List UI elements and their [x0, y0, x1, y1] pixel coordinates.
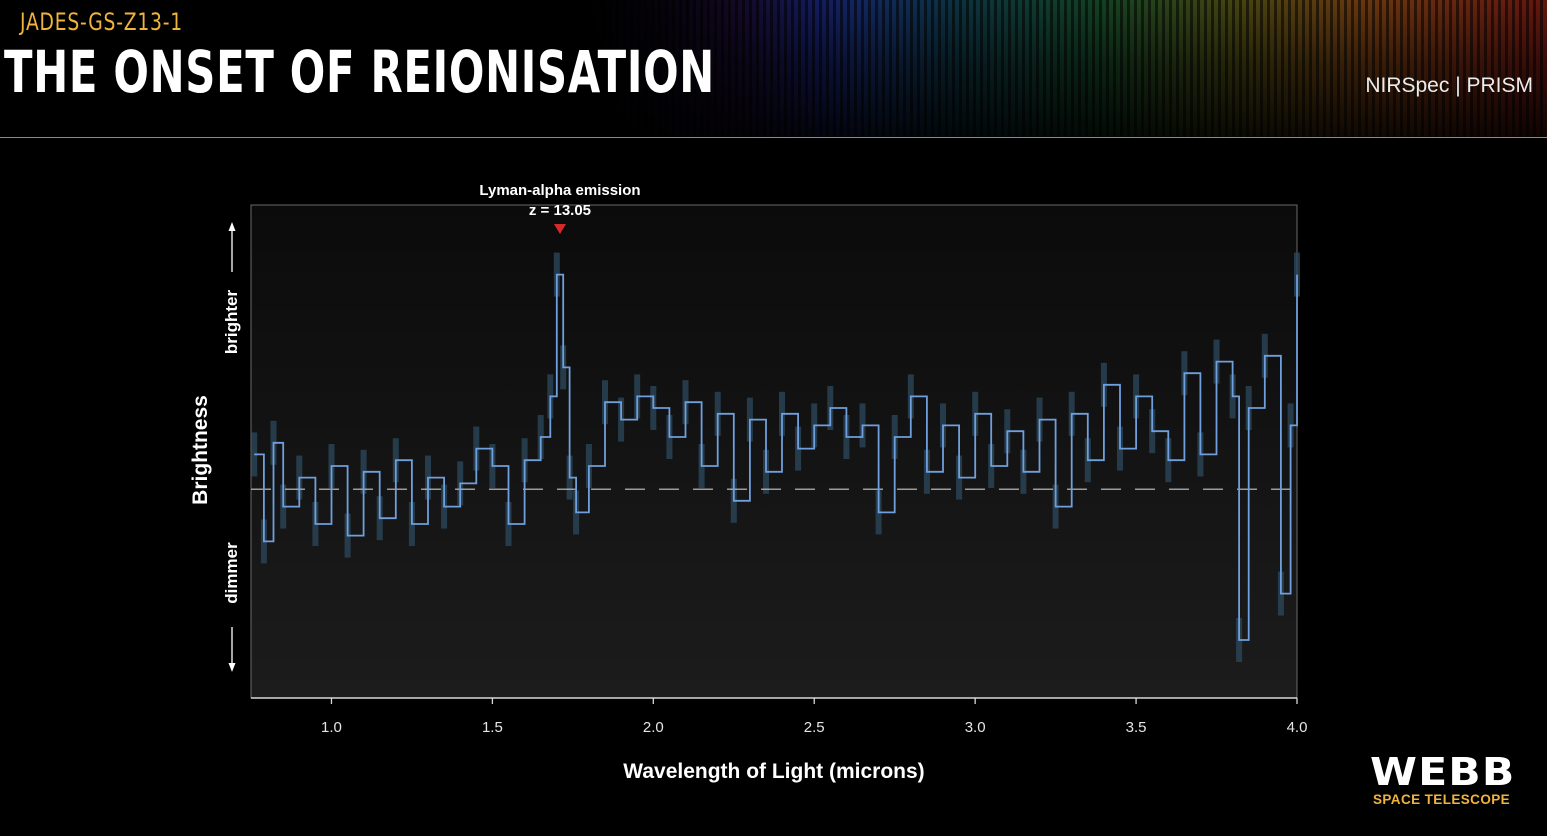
x-ticks: 1.0 1.5 2.0 2.5 3.0 3.5 4.0: [321, 698, 1307, 736]
x-tick-label: 3.5: [1126, 719, 1147, 736]
spectrum-banner-fade: [560, 0, 860, 138]
annotation-redshift: z = 13.05: [529, 202, 591, 219]
logo-tagline: SPACE TELESCOPE: [1373, 792, 1511, 807]
galaxy-name: JADES-GS-Z13-1: [20, 8, 183, 36]
y-label-brighter: brighter: [222, 290, 241, 355]
x-tick-label: 1.5: [482, 719, 503, 736]
spectrum-line: [254, 273, 1298, 641]
lyman-alpha-marker-icon: [553, 224, 566, 234]
header-divider: [0, 137, 1547, 138]
x-tick-label: 2.5: [804, 719, 825, 736]
plot-background: [251, 205, 1297, 698]
x-tick-label: 3.0: [965, 719, 986, 736]
arrow-up-icon: [228, 222, 236, 231]
x-tick-label: 2.0: [643, 719, 664, 736]
header-banner: JADES-GS-Z13-1 THE ONSET OF REIONISATION…: [0, 0, 1547, 138]
arrow-down-icon: [228, 663, 236, 672]
page-title: THE ONSET OF REIONISATION: [4, 38, 715, 106]
webb-logo: WEBB SPACE TELESCOPE: [1370, 752, 1535, 812]
annotation-label: Lyman-alpha emission: [479, 182, 640, 199]
instrument-label: NIRSpec | PRISM: [1365, 74, 1533, 97]
x-tick-label: 1.0: [321, 719, 342, 736]
y-axis-label: Brightness: [189, 395, 212, 505]
x-axis-label: Wavelength of Light (microns): [623, 760, 924, 783]
x-tick-label: 4.0: [1287, 719, 1308, 736]
logo-wordmark: WEBB: [1370, 750, 1516, 794]
y-label-dimmer: dimmer: [222, 542, 241, 604]
